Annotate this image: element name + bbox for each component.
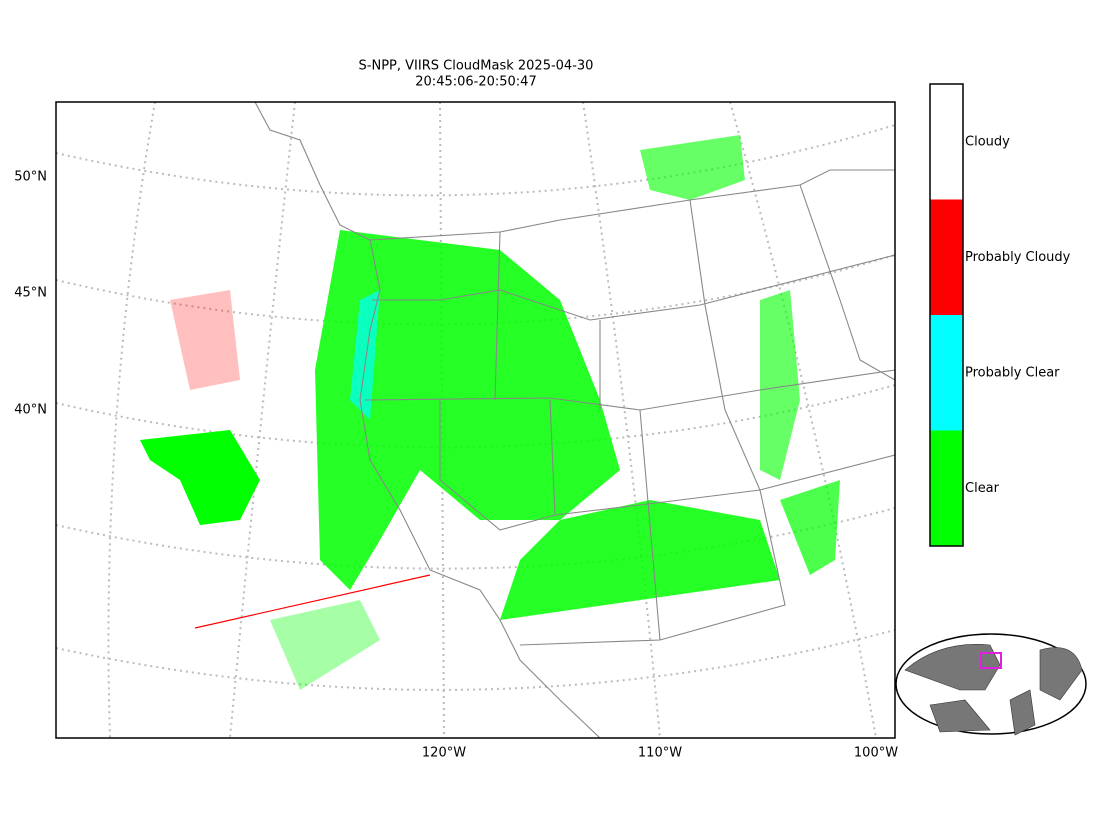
colorbar-label: Clear [965, 481, 1000, 496]
colorbar-segment [930, 315, 963, 431]
map-area [56, 102, 895, 738]
lat-label: 50°N [14, 170, 47, 185]
lon-label: 110°W [638, 746, 682, 761]
colorbar-segment [930, 84, 963, 200]
colorbar-segment [930, 199, 963, 315]
lat-label: 45°N [14, 286, 47, 301]
colorbar-label: Probably Cloudy [965, 250, 1071, 265]
lat-label: 40°N [14, 403, 47, 418]
colorbar-segment [930, 430, 963, 546]
colorbar-frame [929, 83, 964, 547]
colorbar-label: Cloudy [965, 134, 1010, 149]
lon-label: 100°W [854, 746, 898, 761]
colorbar-label: Probably Clear [965, 365, 1060, 380]
map-frame [55, 101, 896, 739]
subtitle: 20:45:06-20:50:47 [415, 75, 536, 90]
title: S-NPP, VIIRS CloudMask 2025-04-30 [359, 59, 594, 74]
lon-label: 120°W [422, 746, 466, 761]
inset-globe [895, 633, 1087, 736]
